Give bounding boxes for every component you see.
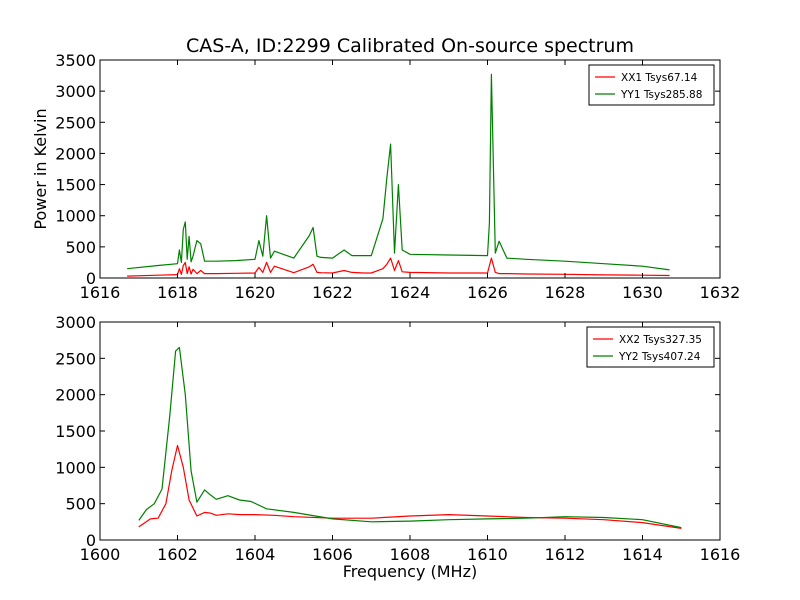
y-tick-label: 2500 [55, 349, 96, 368]
x-axis-title: Frequency (MHz) [343, 562, 477, 581]
y-tick-label: 1000 [55, 207, 96, 226]
chart-title: CAS-A, ID:2299 Calibrated On-source spec… [186, 35, 634, 57]
y-tick-label: 500 [65, 238, 96, 257]
y-tick-label: 0 [86, 269, 96, 288]
x-tick-label: 1618 [157, 283, 198, 302]
series-line-1-2 [127, 73, 670, 271]
x-tick-label: 1622 [312, 283, 353, 302]
legend-label: YY1 Tsys285.88 [620, 89, 702, 101]
legend: XX1 Tsys67.14 YY1 Tsys285.88 [588, 64, 715, 106]
x-tick-label: 1608 [390, 545, 431, 564]
x-tick-label: 1624 [390, 283, 431, 302]
y-tick-label: 500 [65, 495, 96, 514]
x-tick-label: 1616 [80, 283, 121, 302]
x-tick-label: 1620 [235, 283, 276, 302]
x-tick-label: 1606 [312, 545, 353, 564]
x-tick-label: 1614 [622, 545, 663, 564]
x-tick-label: 1616 [700, 545, 741, 564]
y-axis-title: Power in Kelvin [31, 108, 50, 229]
legend-label: XX2 Tsys327.35 [619, 334, 702, 346]
x-tick-label: 1610 [467, 545, 508, 564]
x-tick-label: 1630 [622, 283, 663, 302]
y-tick-label: 0 [86, 531, 96, 550]
y-tick-label: 1500 [55, 422, 96, 441]
series-line-2-2 [138, 346, 682, 529]
plot-panel-2: 1600 1602 1604 1606 1608 1610 1612 1614 1616 0 500… [55, 313, 740, 581]
x-tick-label: 1632 [700, 283, 741, 302]
legend-label: YY2 Tsys407.24 [618, 351, 701, 363]
y-tick-label: 3500 [55, 51, 96, 70]
x-tick-label: 1604 [235, 545, 276, 564]
y-tick-label: 3000 [55, 313, 96, 332]
y-tick-label: 1000 [55, 458, 96, 477]
y-tick-label: 2500 [55, 113, 96, 132]
x-tick-label: 1602 [157, 545, 198, 564]
x-tick-label: 1600 [80, 545, 121, 564]
y-tick-label: 2000 [55, 386, 96, 405]
y-tick-label: 2000 [55, 144, 96, 163]
series-line-2-1 [138, 444, 682, 529]
x-tick-label: 1626 [467, 283, 508, 302]
legend: XX2 Tsys327.35 YY2 Tsys407.24 [586, 326, 715, 368]
series-line-1-1 [127, 257, 670, 277]
legend-box [586, 326, 715, 368]
x-tick-label: 1628 [545, 283, 586, 302]
legend-box [588, 64, 715, 106]
legend-label: XX1 Tsys67.14 [621, 72, 698, 84]
y-tick-label: 1500 [55, 176, 96, 195]
y-tick-label: 3000 [55, 82, 96, 101]
plot-panel-1: 1616 1618 1620 1622 1624 1626 1628 1630 1632 0 500… [31, 35, 740, 302]
x-tick-label: 1612 [545, 545, 586, 564]
